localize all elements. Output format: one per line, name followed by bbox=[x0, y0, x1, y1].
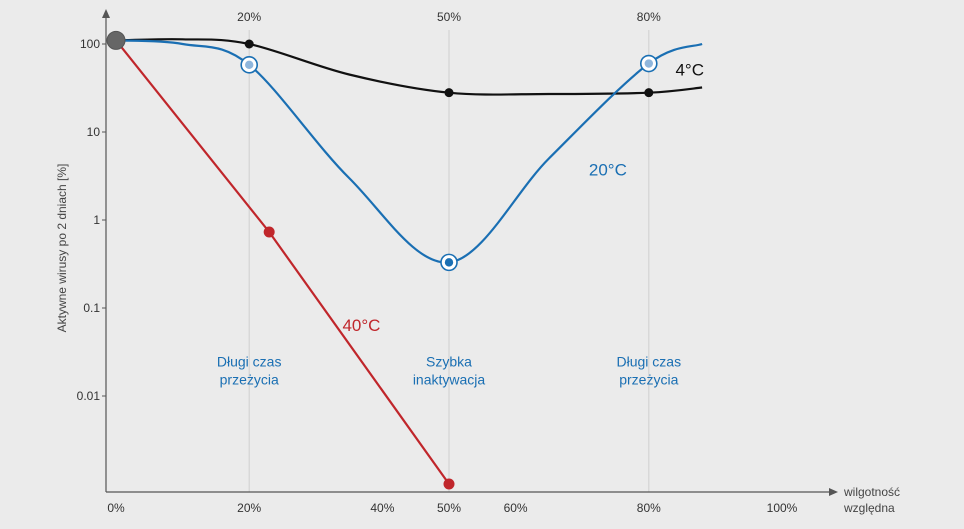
annotation-label: Długi czas przeżycia bbox=[617, 354, 682, 388]
data-point-core-20 bbox=[245, 60, 254, 70]
x-tick-label: 100% bbox=[767, 501, 798, 515]
x-tick-label: 40% bbox=[370, 501, 394, 515]
series-label-20: 20°C bbox=[589, 161, 627, 180]
annotation-line: Długi czas bbox=[217, 354, 282, 370]
annotation-line: przeżycia bbox=[220, 372, 279, 388]
annotation-label: Szybka inaktywacja bbox=[413, 354, 486, 388]
series-lines bbox=[115, 38, 703, 485]
data-point-4 bbox=[644, 88, 654, 98]
data-point-40 bbox=[263, 226, 275, 238]
axes bbox=[102, 9, 838, 496]
top-tick-label: 80% bbox=[637, 10, 661, 24]
x-tick-label: 20% bbox=[237, 501, 261, 515]
series-label-4: 4°C bbox=[675, 60, 704, 79]
y-tick-label: 1 bbox=[93, 213, 100, 227]
start-point bbox=[106, 30, 126, 50]
data-points bbox=[106, 30, 658, 490]
series-labels: 4°C 20°C 40°C bbox=[342, 60, 704, 334]
annotation-line: przeżycia bbox=[619, 372, 678, 388]
x-axis-arrow-icon bbox=[829, 488, 838, 496]
x-axis-title-line-1: wilgotność bbox=[843, 485, 900, 499]
data-point-4 bbox=[444, 88, 454, 98]
data-point-core-20 bbox=[444, 258, 454, 267]
annotation-line: Szybka bbox=[426, 354, 472, 370]
x-axis-title: wilgotność względna bbox=[843, 485, 903, 515]
x-tick-label: 50% bbox=[437, 501, 461, 515]
y-tick-label: 0.01 bbox=[77, 389, 101, 403]
x-axis-title-line-2: względna bbox=[843, 501, 895, 515]
x-tick-label: 0% bbox=[107, 501, 125, 515]
data-point-core-20 bbox=[644, 59, 653, 68]
series-line-4 bbox=[115, 38, 703, 96]
y-tick-label: 100 bbox=[80, 37, 100, 51]
x-tick-label: 60% bbox=[504, 501, 528, 515]
annotations: Długi czas przeżycia Szybka inaktywacja Dług… bbox=[217, 354, 681, 388]
tick-labels: 20% 50% 80% 100 10 1 0.1 0.01 0% 20% 40% 50% 60% 80% 1… bbox=[77, 10, 798, 515]
x-tick-label: 80% bbox=[637, 501, 661, 515]
data-point-40 bbox=[443, 478, 455, 490]
y-axis-title: Aktywne wirusy po 2 dniach [%] bbox=[55, 164, 69, 333]
y-axis-arrow-icon bbox=[102, 9, 110, 18]
top-tick-label: 20% bbox=[237, 10, 261, 24]
annotation-line: Długi czas bbox=[617, 354, 682, 370]
annotation-label: Długi czas przeżycia bbox=[217, 354, 282, 388]
series-label-40: 40°C bbox=[342, 316, 380, 335]
y-tick-label: 0.1 bbox=[83, 301, 100, 315]
top-tick-label: 50% bbox=[437, 10, 461, 24]
annotation-line: inaktywacja bbox=[413, 372, 486, 388]
data-point-4 bbox=[244, 39, 254, 49]
series-line-20 bbox=[115, 39, 703, 264]
series-line-40 bbox=[115, 39, 450, 485]
y-tick-label: 10 bbox=[87, 125, 101, 139]
